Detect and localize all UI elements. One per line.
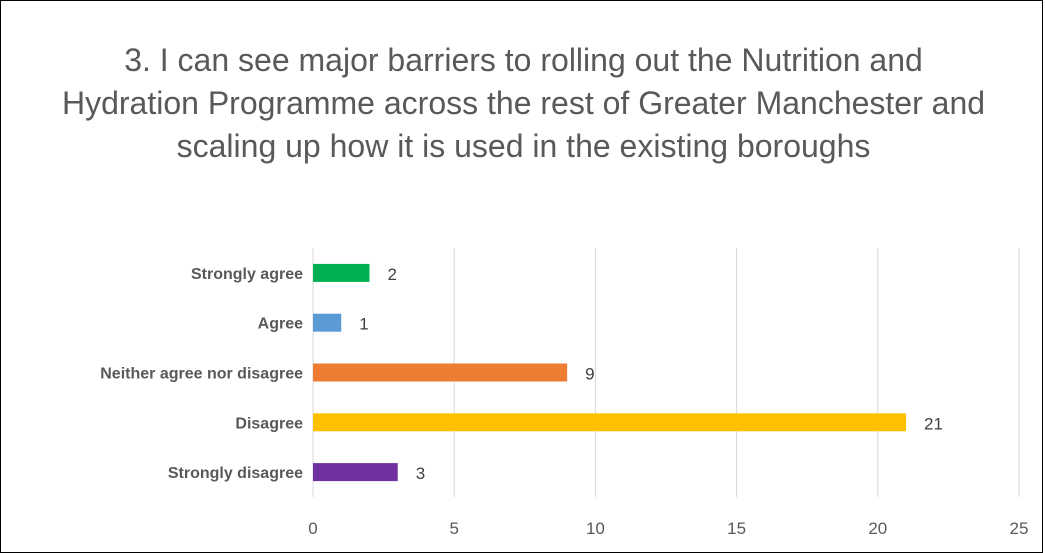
category-label: Strongly agree xyxy=(191,266,303,283)
x-tick-label: 20 xyxy=(868,519,887,538)
category-label: Agree xyxy=(258,316,303,333)
data-label: 2 xyxy=(387,265,396,284)
bar xyxy=(313,463,398,482)
bar xyxy=(313,263,370,282)
data-label: 9 xyxy=(585,365,594,384)
data-label: 3 xyxy=(416,464,425,483)
category-label: Neither agree nor disagree xyxy=(100,366,303,383)
x-tick-label: 10 xyxy=(586,519,605,538)
x-tick-label: 0 xyxy=(308,519,317,538)
x-tick-label: 5 xyxy=(449,519,458,538)
category-label: Disagree xyxy=(235,415,303,432)
data-label: 21 xyxy=(924,414,943,433)
bar xyxy=(313,313,342,332)
x-tick-label: 25 xyxy=(1010,519,1029,538)
bar xyxy=(313,363,568,382)
chart-title: 3. I can see major barriers to rolling o… xyxy=(61,42,986,164)
x-tick-label: 15 xyxy=(727,519,746,538)
category-label: Strongly disagree xyxy=(168,465,303,482)
bar xyxy=(313,413,907,432)
data-label: 1 xyxy=(359,315,368,334)
